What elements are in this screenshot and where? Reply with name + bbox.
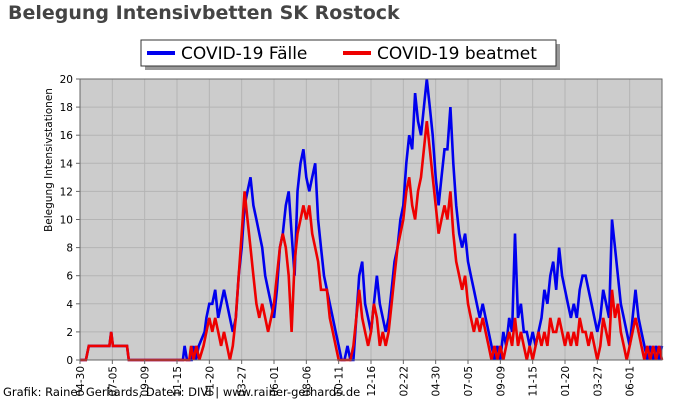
x-tick-label: 06-01 [269,366,281,397]
x-tick-label: 01-20 [560,366,572,397]
y-tick-label: 20 [60,74,73,86]
y-tick-label: 8 [66,243,73,255]
x-tick-label: 09-09 [140,366,152,397]
chart-title: Belegung Intensivbetten SK Rostock [8,2,400,24]
legend-label-cases: COVID-19 Fälle [181,44,307,64]
y-tick-label: 10 [60,215,73,227]
x-tick-label: 12-16 [366,366,378,397]
y-tick-label: 12 [60,186,73,198]
series-layer [80,78,664,362]
y-tick-label: 18 [60,102,73,114]
x-tick-label: 11-15 [528,366,540,397]
x-tick-label: 03-27 [592,366,604,397]
x-tick-label: 08-06 [301,366,313,397]
legend-label-ventilated: COVID-19 beatmet [377,44,537,64]
y-tick-label: 0 [66,355,73,367]
x-axis: 04-30 07-05 09-09 11-15 01-20 03-27 06-01 08-06… [75,360,637,397]
x-tick-label: 02-22 [398,366,410,397]
x-tick-label: 04-30 [431,366,443,397]
y-tick-label: 16 [60,130,74,142]
series-line-ventilated [80,121,664,362]
legend: COVID-19 Fälle COVID-19 beatmet [140,39,560,70]
x-tick-label: 07-05 [463,366,475,397]
x-tick-label: 09-09 [495,366,507,397]
footer-credit: Grafik: Rainer Gerhards, Daten: DIVI | w… [3,385,361,399]
x-tick-label: 06-01 [625,366,637,397]
y-axis-label: Belegung Intensivstationen [43,88,55,232]
x-tick-label: 07-05 [107,366,119,397]
x-tick-label: 01-20 [204,366,216,397]
y-axis: 0 2 4 6 8 10 12 14 16 18 20 [60,74,80,367]
y-tick-label: 14 [60,158,74,170]
x-tick-label: 10-11 [334,366,346,397]
x-tick-label: 03-27 [237,366,249,397]
x-tick-label: 04-30 [75,366,87,397]
y-tick-label: 6 [66,271,73,283]
y-tick-label: 2 [66,327,73,339]
x-tick-label: 11-15 [172,366,184,397]
y-tick-label: 4 [66,299,73,311]
